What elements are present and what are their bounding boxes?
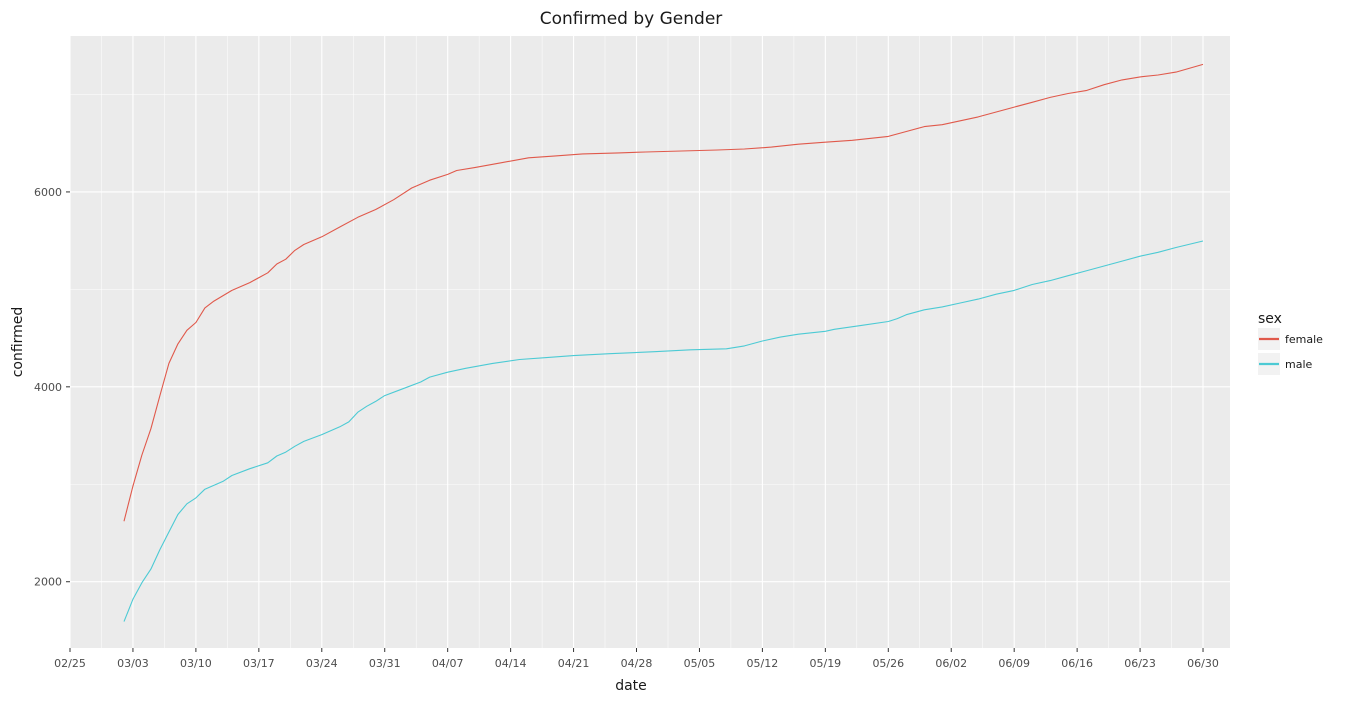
x-tick-label: 03/31 bbox=[369, 657, 401, 670]
x-tick-label: 03/03 bbox=[117, 657, 149, 670]
y-tick-label: 4000 bbox=[34, 381, 62, 394]
x-tick-label: 03/24 bbox=[306, 657, 338, 670]
x-tick-label: 06/16 bbox=[1061, 657, 1093, 670]
y-tick-label: 2000 bbox=[34, 576, 62, 589]
x-tick-label: 04/07 bbox=[432, 657, 464, 670]
x-tick-label: 03/17 bbox=[243, 657, 275, 670]
x-tick-label: 06/23 bbox=[1124, 657, 1156, 670]
x-tick-label: 03/10 bbox=[180, 657, 212, 670]
legend-items: female male bbox=[1258, 328, 1323, 375]
x-tick-label: 04/21 bbox=[558, 657, 590, 670]
x-tick-label: 06/02 bbox=[935, 657, 967, 670]
x-tick-label: 02/25 bbox=[54, 657, 86, 670]
y-axis-title: confirmed bbox=[10, 307, 26, 378]
x-tick-label: 05/19 bbox=[809, 657, 841, 670]
plot-panel bbox=[70, 36, 1230, 648]
chart-title: Confirmed by Gender bbox=[540, 9, 723, 29]
x-tick-label: 04/14 bbox=[495, 657, 527, 670]
legend-title: sex bbox=[1258, 311, 1282, 327]
x-axis-title: date bbox=[615, 678, 647, 694]
series-layer bbox=[123, 63, 1204, 622]
x-axis: 02/25 03/03 03/10 03/17 03/24 03/31 04/07 04/14… bbox=[54, 648, 1219, 670]
y-axis: 2000 4000 6000 bbox=[34, 186, 70, 589]
x-tick-label: 04/28 bbox=[621, 657, 653, 670]
y-tick-label: 6000 bbox=[34, 186, 62, 199]
series-line-male bbox=[123, 240, 1204, 622]
x-tick-label: 05/26 bbox=[872, 657, 904, 670]
grid-layer bbox=[69, 36, 1230, 648]
x-tick-label: 05/12 bbox=[747, 657, 779, 670]
series-line-female bbox=[123, 63, 1204, 522]
legend: sex female male bbox=[1258, 311, 1323, 375]
x-tick-label: 06/30 bbox=[1187, 657, 1219, 670]
legend-label-female: female bbox=[1285, 333, 1323, 346]
x-tick-label: 05/05 bbox=[684, 657, 716, 670]
x-tick-label: 06/09 bbox=[998, 657, 1030, 670]
legend-label-male: male bbox=[1285, 358, 1313, 371]
